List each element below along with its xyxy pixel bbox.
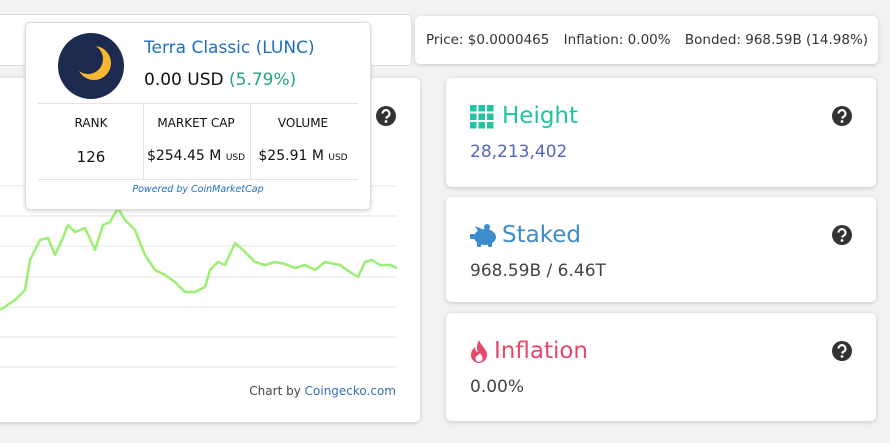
coin-price-row: 0.00 USD (5.79%) (144, 70, 296, 90)
chart-credit: Chart by Coingecko.com (249, 384, 396, 398)
card-value: 0.00% (470, 377, 525, 397)
credit-link[interactable]: Coingecko.com (304, 384, 396, 398)
stat-value: 126 (76, 148, 106, 166)
help-icon[interactable] (832, 341, 852, 361)
stat-volume: VOLUME $25.91 M USD (250, 105, 356, 164)
help-icon[interactable] (832, 225, 852, 245)
price-chart (0, 106, 398, 368)
stat-label: MARKET CAP (157, 116, 235, 130)
powered-by[interactable]: Powered by CoinMarketCap (132, 184, 264, 195)
help-icon[interactable] (832, 106, 852, 126)
card-title: Height (502, 103, 579, 129)
coin-change: (5.79%) (229, 70, 297, 90)
inflation-card: Inflation 0.00% (446, 313, 876, 421)
coin-name[interactable]: Terra Classic (LUNC) (144, 38, 315, 58)
price-item: Price: $0.0000465 (426, 32, 550, 48)
price-bar: Price: $0.0000465 Inflation: 0.00% Bonde… (415, 16, 878, 64)
stat-label: VOLUME (277, 116, 329, 130)
help-icon[interactable] (376, 106, 396, 126)
stat-unit: USD (328, 153, 348, 163)
card-title: Staked (502, 222, 581, 248)
stat-value: $25.91 M (258, 148, 324, 164)
price-item: Bonded: 968.59B (14.98%) (684, 32, 869, 48)
chart-grid (0, 185, 397, 368)
piggy-icon (470, 224, 496, 247)
stat-label: RANK (74, 116, 108, 130)
card-value: 28,213,402 (470, 142, 568, 162)
stat-unit: USD (225, 153, 246, 163)
coin-price: 0.00 USD (144, 70, 224, 90)
card-title: Inflation (494, 338, 588, 364)
stat-market-cap: MARKET CAP $254.45 M USD (143, 105, 249, 164)
credit-text: Chart by (249, 384, 301, 398)
coin-logo (58, 33, 124, 99)
grid-icon (470, 105, 494, 129)
staked-card: Staked 968.59B / 6.46T (446, 197, 876, 302)
stat-rank: RANK 126 (38, 105, 144, 166)
price-line (0, 206, 398, 312)
price-item: Inflation: 0.00% (563, 32, 671, 48)
stat-value: $254.45 M (146, 148, 222, 164)
height-card: Height 28,213,402 (446, 78, 876, 187)
card-value: 968.59B / 6.46T (470, 261, 606, 281)
fire-icon (471, 340, 487, 363)
coin-widget: Terra Classic (LUNC) 0.00 USD (5.79%) RA… (25, 22, 371, 210)
